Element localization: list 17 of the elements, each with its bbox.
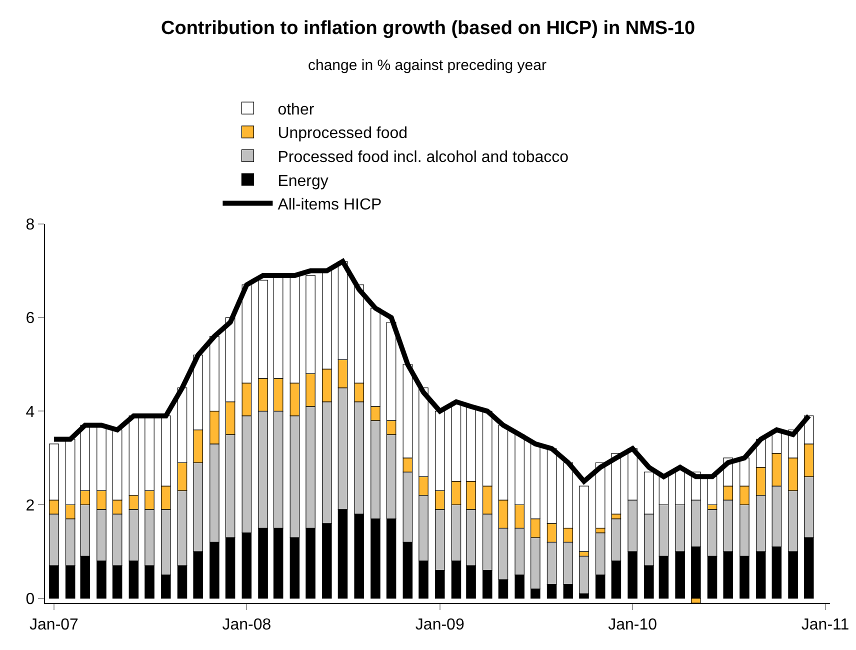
x-tick-label: Jan-07 (30, 616, 79, 634)
legend-label: Processed food incl. alcohol and tobacco (278, 148, 569, 166)
legend-label: All-items HICP (278, 196, 382, 214)
legend-label: other (278, 101, 315, 118)
legend-label: Unprocessed food (278, 125, 408, 142)
y-tick-label: 6 (26, 310, 35, 328)
legend-label: Energy (278, 172, 328, 190)
y-tick-label: 8 (26, 216, 35, 234)
x-tick-label: Jan-10 (608, 616, 658, 634)
y-tick-label: 2 (26, 497, 35, 514)
x-tick-label: Jan-09 (415, 616, 464, 634)
chart-subtitle: change in % against preceding year (308, 57, 546, 74)
y-tick-label: 4 (26, 404, 35, 421)
chart-title: Contribution to inflation growth (based on HICP) in NMS-10 (161, 18, 696, 39)
y-tick-label: 0 (26, 590, 35, 608)
x-tick-label: Jan-11 (801, 616, 850, 634)
x-tick-label: Jan-08 (222, 616, 272, 634)
